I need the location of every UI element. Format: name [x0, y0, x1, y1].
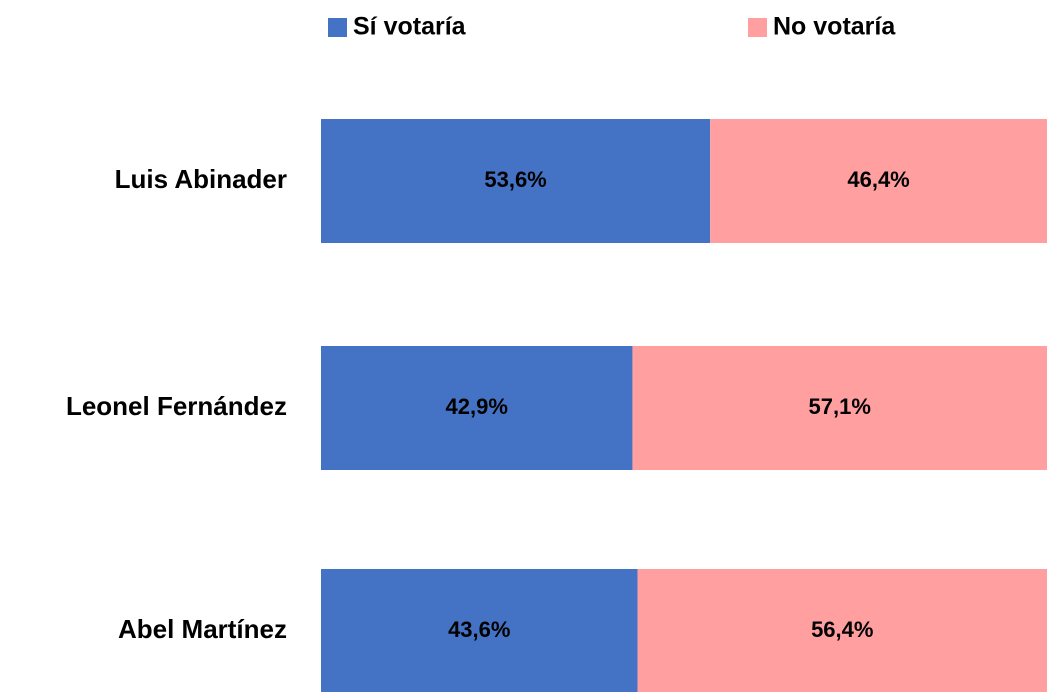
category-label: Luis Abinader — [115, 164, 287, 194]
bar-segment — [321, 119, 711, 243]
legend-label: No votaría — [773, 13, 896, 41]
bar-segment — [637, 569, 1047, 692]
bar-segment — [632, 346, 1047, 470]
bar-segment — [321, 346, 633, 470]
legend-swatch — [748, 18, 767, 37]
category-label: Leonel Fernández — [66, 391, 287, 421]
legend-swatch — [328, 18, 347, 37]
category-label: Abel Martínez — [118, 614, 287, 644]
value-label: 43,6% — [448, 617, 510, 642]
value-label: 57,1% — [809, 394, 871, 419]
value-label: 46,4% — [847, 167, 909, 192]
value-label: 53,6% — [484, 167, 546, 192]
bar-segment — [710, 119, 1047, 243]
bar-segment — [321, 569, 638, 692]
value-label: 56,4% — [811, 617, 873, 642]
legend-label: Sí votaría — [353, 13, 467, 41]
value-label: 42,9% — [446, 394, 508, 419]
